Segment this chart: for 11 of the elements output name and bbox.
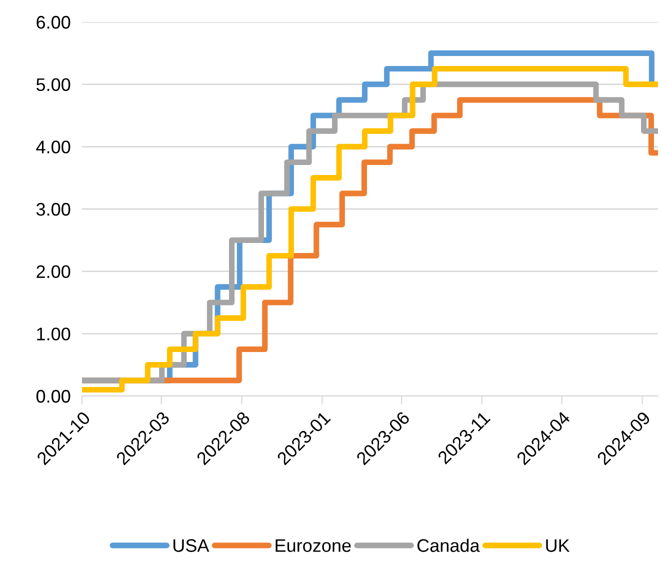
y-tick-label: 5.00: [36, 78, 70, 92]
legend-label: UK: [546, 539, 570, 552]
y-tick-label: 6.00: [36, 16, 70, 29]
legend-label: Eurozone: [276, 539, 351, 552]
y-tick-label: 1.00: [37, 328, 70, 340]
y-tick-label: 2.00: [36, 265, 70, 278]
legend-label: USA: [174, 539, 210, 552]
y-tick-label: 0.00: [36, 390, 70, 403]
y-tick-label: 4.00: [36, 140, 70, 154]
y-tick-label: 3.00: [36, 202, 70, 216]
legend-label: Canada: [417, 538, 480, 552]
